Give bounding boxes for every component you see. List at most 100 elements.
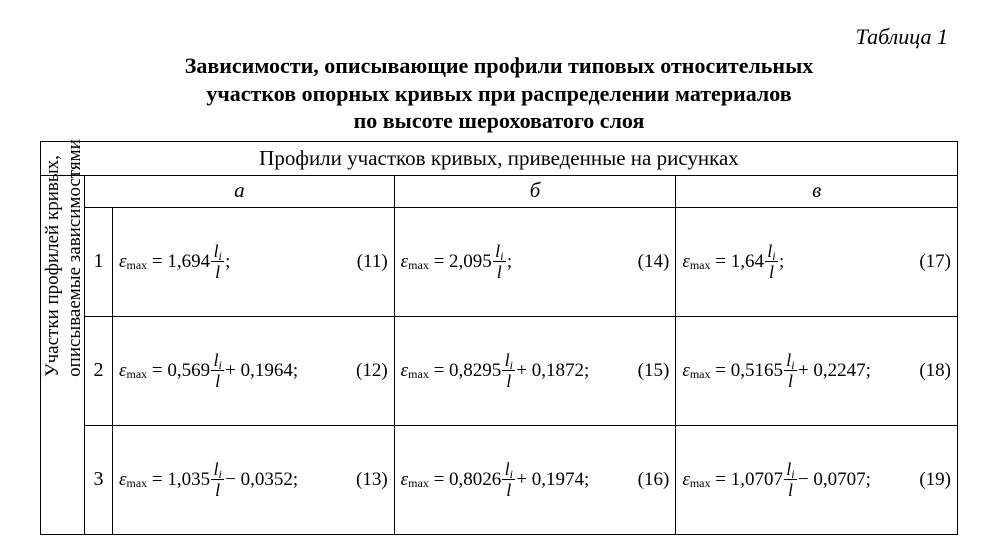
frac-den: l bbox=[784, 479, 797, 499]
frac-num-sub: i bbox=[218, 249, 221, 263]
frac-den: l bbox=[502, 370, 515, 390]
formula: εmax = 1,694 li l ; bbox=[119, 242, 230, 281]
coeff: 1,035 bbox=[167, 469, 210, 491]
coeff: 0,8026 bbox=[449, 469, 501, 491]
epsilon: ε bbox=[119, 469, 127, 491]
equation-number: (18) bbox=[915, 360, 951, 382]
col-label-a: а bbox=[85, 175, 395, 207]
col-label-b: б bbox=[394, 175, 676, 207]
cell-r3-a: εmax = 1,035 li l − 0,0352; (13) bbox=[113, 425, 395, 534]
frac-num-sub: i bbox=[500, 249, 503, 263]
formula-wrap: εmax = 2,095 li l ; (14) bbox=[401, 242, 670, 281]
equation-number: (15) bbox=[634, 360, 670, 382]
row-number: 2 bbox=[85, 316, 113, 425]
frac-den: l bbox=[784, 370, 797, 390]
tail: + 0,1872; bbox=[516, 360, 589, 382]
table-row: 1 εmax = 1,694 li l ; (11) εmax = 2,095 bbox=[41, 207, 958, 316]
tail: + 0,1964; bbox=[225, 360, 298, 382]
cell-r1-v: εmax = 1,64 li l ; (17) bbox=[676, 207, 958, 316]
side-label-line-1: Участки профилей кривых, bbox=[42, 155, 63, 377]
tail: ; bbox=[779, 251, 784, 273]
title-line-2: участков опорных кривых при распределени… bbox=[206, 81, 791, 106]
header-row-top: Профили участков кривых, приведенные на … bbox=[41, 141, 958, 175]
tail: − 0,0707; bbox=[798, 469, 871, 491]
epsilon: ε bbox=[682, 251, 690, 273]
fraction: li l bbox=[502, 351, 515, 390]
frac-num-sub: i bbox=[772, 249, 775, 263]
table-title: Зависимости, описывающие профили типовых… bbox=[40, 52, 958, 135]
frac-num-sub: i bbox=[218, 358, 221, 372]
formula: εmax = 1,0707 li l − 0,0707; bbox=[682, 460, 871, 499]
fraction: li l bbox=[211, 242, 224, 281]
epsilon: ε bbox=[682, 469, 690, 491]
frac-num: l bbox=[505, 459, 510, 479]
formula: εmax = 0,8026 li l + 0,1974; bbox=[401, 460, 590, 499]
dependencies-table: Профили участков кривых, приведенные на … bbox=[40, 141, 958, 535]
epsilon: ε bbox=[401, 251, 409, 273]
epsilon-sub: max bbox=[690, 367, 711, 382]
tail: + 0,2247; bbox=[798, 360, 871, 382]
frac-den: l bbox=[211, 370, 224, 390]
cell-r1-a: εmax = 1,694 li l ; (11) bbox=[113, 207, 395, 316]
side-label: Участки профилей кривых, описываемые зав… bbox=[42, 333, 86, 377]
equation-number: (12) bbox=[352, 360, 388, 382]
side-label-cell: Участки профилей кривых, описываемые зав… bbox=[41, 175, 85, 534]
epsilon: ε bbox=[682, 360, 690, 382]
cell-r2-b: εmax = 0,8295 li l + 0,1872; (15) bbox=[394, 316, 676, 425]
formula-wrap: εmax = 1,694 li l ; (11) bbox=[119, 242, 388, 281]
epsilon-sub: max bbox=[127, 258, 148, 273]
cell-r3-v: εmax = 1,0707 li l − 0,0707; (19) bbox=[676, 425, 958, 534]
frac-num-sub: i bbox=[791, 467, 794, 481]
epsilon: ε bbox=[119, 251, 127, 273]
fraction: li l bbox=[784, 351, 797, 390]
frac-den: l bbox=[211, 479, 224, 499]
equation-number: (19) bbox=[915, 469, 951, 491]
formula-wrap: εmax = 1,64 li l ; (17) bbox=[682, 242, 951, 281]
tail: ; bbox=[507, 251, 512, 273]
tail: + 0,1974; bbox=[516, 469, 589, 491]
epsilon-sub: max bbox=[127, 367, 148, 382]
frac-den: l bbox=[211, 261, 224, 281]
side-label-line-2: описываемые зависимостями bbox=[64, 139, 85, 377]
title-line-1: Зависимости, описывающие профили типовых… bbox=[185, 53, 814, 78]
equation-number: (14) bbox=[634, 251, 670, 273]
equation-number: (13) bbox=[352, 469, 388, 491]
coeff: 0,569 bbox=[167, 360, 210, 382]
fraction: li l bbox=[784, 460, 797, 499]
formula-wrap: εmax = 0,5165 li l + 0,2247; (18) bbox=[682, 351, 951, 390]
frac-num-sub: i bbox=[510, 358, 513, 372]
coeff: 0,5165 bbox=[731, 360, 783, 382]
formula-wrap: εmax = 0,569 li l + 0,1964; (12) bbox=[119, 351, 388, 390]
formula-wrap: εmax = 1,035 li l − 0,0352; (13) bbox=[119, 460, 388, 499]
cell-r2-v: εmax = 0,5165 li l + 0,2247; (18) bbox=[676, 316, 958, 425]
cell-r3-b: εmax = 0,8026 li l + 0,1974; (16) bbox=[394, 425, 676, 534]
equation-number: (11) bbox=[353, 251, 388, 273]
row-number: 3 bbox=[85, 425, 113, 534]
epsilon-sub: max bbox=[690, 476, 711, 491]
frac-den: l bbox=[765, 261, 778, 281]
coeff: 2,095 bbox=[449, 251, 492, 273]
col-label-v: в bbox=[676, 175, 958, 207]
equation-number: (16) bbox=[634, 469, 670, 491]
title-line-3: по высоте шероховатого слоя bbox=[354, 108, 645, 133]
frac-num-sub: i bbox=[218, 467, 221, 481]
frac-den: l bbox=[502, 479, 515, 499]
formula: εmax = 1,035 li l − 0,0352; bbox=[119, 460, 298, 499]
table-row: 3 εmax = 1,035 li l − 0,0352; (13) εmax … bbox=[41, 425, 958, 534]
table-number-label: Таблица 1 bbox=[40, 24, 958, 50]
cell-r1-b: εmax = 2,095 li l ; (14) bbox=[394, 207, 676, 316]
formula: εmax = 0,5165 li l + 0,2247; bbox=[682, 351, 871, 390]
epsilon-sub: max bbox=[408, 258, 429, 273]
coeff: 1,64 bbox=[731, 251, 764, 273]
tail: − 0,0352; bbox=[225, 469, 298, 491]
equation-number: (17) bbox=[915, 251, 951, 273]
coeff: 0,8295 bbox=[449, 360, 501, 382]
fraction: li l bbox=[765, 242, 778, 281]
fraction: li l bbox=[493, 242, 506, 281]
frac-num-sub: i bbox=[791, 358, 794, 372]
table-row: 2 εmax = 0,569 li l + 0,1964; (12) εmax … bbox=[41, 316, 958, 425]
epsilon-sub: max bbox=[408, 476, 429, 491]
header-profiles: Профили участков кривых, приведенные на … bbox=[41, 141, 958, 175]
coeff: 1,694 bbox=[167, 251, 210, 273]
fraction: li l bbox=[502, 460, 515, 499]
